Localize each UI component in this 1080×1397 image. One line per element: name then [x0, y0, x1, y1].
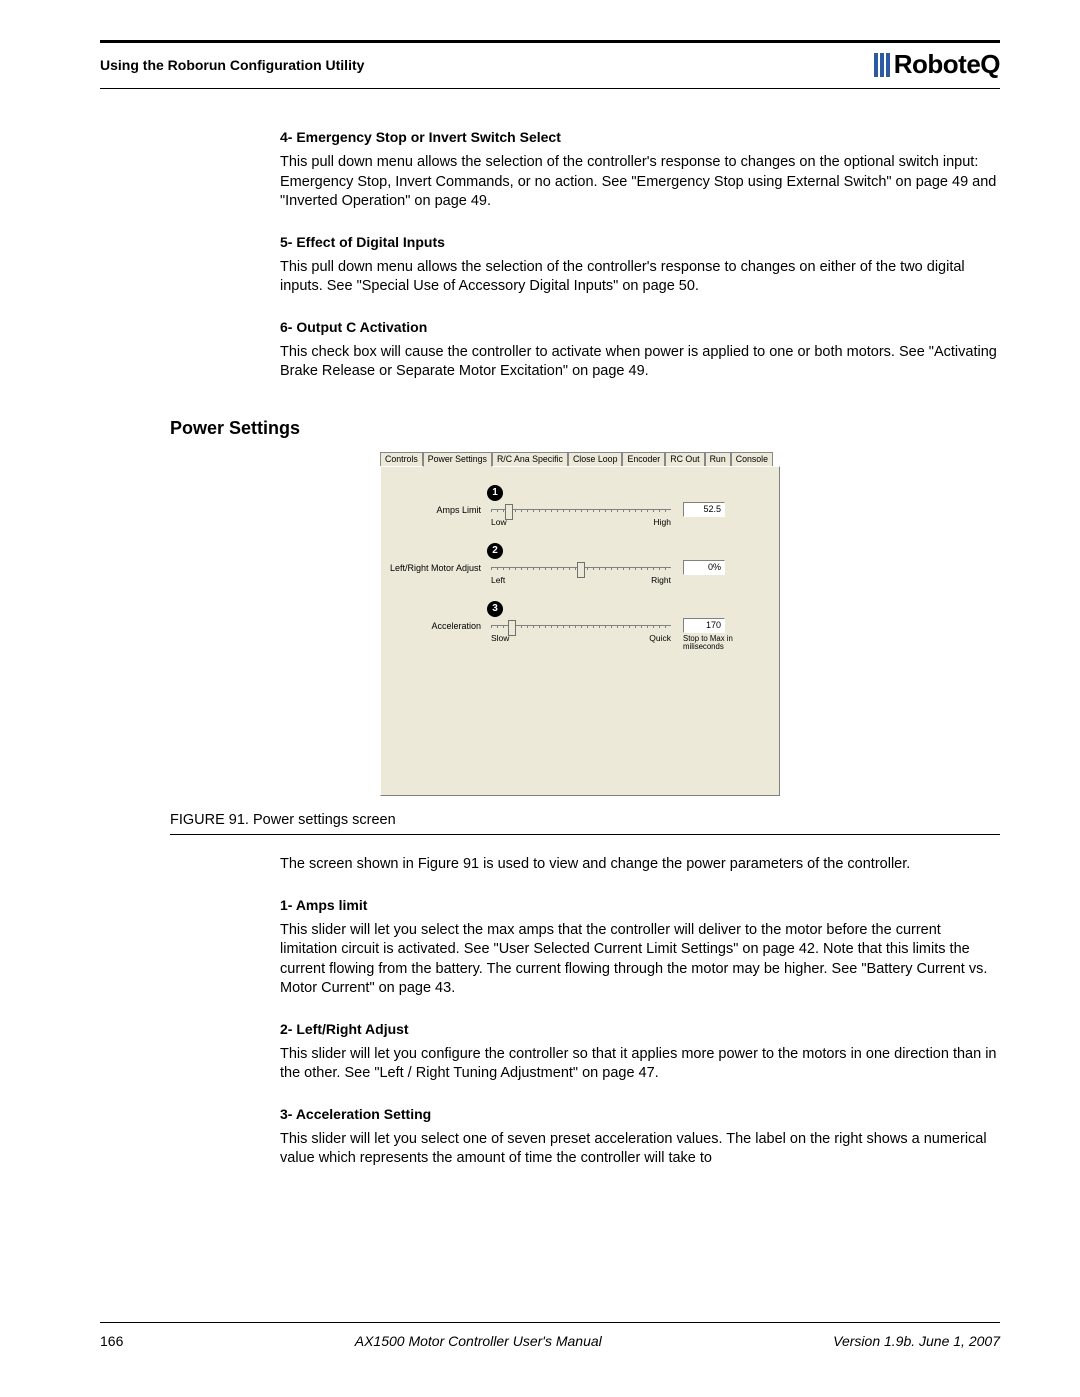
power-settings-heading: Power Settings [170, 418, 1000, 439]
ui-screenshot: ControlsPower SettingsR/C Ana SpecificCl… [380, 451, 1000, 796]
ui-tab[interactable]: Encoder [622, 452, 665, 467]
slider-track[interactable] [491, 567, 671, 570]
section4-title: 4- Emergency Stop or Invert Switch Selec… [280, 129, 1000, 145]
logo-bars-icon [874, 53, 890, 77]
section5-body: This pull down menu allows the selection… [280, 258, 1000, 297]
ui-tab[interactable]: Power Settings [423, 452, 492, 467]
ui-slider-row: 2Left/Right Motor AdjustLeftRight0% [381, 561, 779, 611]
content-column-2: The screen shown in Figure 91 is used to… [100, 855, 1000, 1169]
slider-track[interactable] [491, 625, 671, 628]
slider-low-label: Left [491, 575, 505, 585]
ui-tab[interactable]: RC Out [665, 452, 704, 467]
section6-body: This check box will cause the controller… [280, 343, 1000, 382]
slider-value-sub: Stop to Max in miliseconds [683, 635, 753, 651]
footer-right: Version 1.9b. June 1, 2007 [833, 1333, 1000, 1349]
slider-track[interactable] [491, 509, 671, 512]
logo-text: RoboteQ [894, 49, 1000, 80]
p1-body: This slider will let you select the max … [280, 921, 1000, 999]
figure-caption-wrap: FIGURE 91. Power settings screen [170, 812, 1000, 835]
p3-body: This slider will let you select one of s… [280, 1130, 1000, 1169]
slider-high-label: High [654, 517, 671, 527]
logo: RoboteQ [874, 49, 1000, 80]
page: Using the Roborun Configuration Utility … [0, 0, 1080, 1397]
p1-title: 1- Amps limit [280, 897, 1000, 913]
slider-value-box: 170 [683, 618, 725, 633]
p2-body: This slider will let you configure the c… [280, 1045, 1000, 1084]
slider-thumb[interactable] [577, 562, 585, 578]
ui-tab[interactable]: Console [731, 452, 773, 467]
footer: 166 AX1500 Motor Controller User's Manua… [100, 1322, 1000, 1349]
slider-value-box: 0% [683, 560, 725, 575]
footer-page: 166 [100, 1333, 123, 1349]
ui-tab[interactable]: Controls [380, 452, 423, 467]
slider-high-label: Quick [649, 633, 671, 643]
figure-underline [170, 834, 1000, 835]
top-rule [100, 40, 1000, 43]
slider-label: Amps Limit [381, 505, 481, 515]
callout-badge: 2 [487, 543, 503, 559]
section5-title: 5- Effect of Digital Inputs [280, 234, 1000, 250]
content-column: 4- Emergency Stop or Invert Switch Selec… [100, 129, 1000, 382]
callout-badge: 3 [487, 601, 503, 617]
slider-label: Acceleration [381, 621, 481, 631]
slider-label: Left/Right Motor Adjust [381, 563, 481, 573]
ui-slider-row: 3AccelerationSlowQuick170Stop to Max in … [381, 619, 779, 669]
ui-panel: 1 Amps Limit Low High 52.5 2 Left/Right Motor … [380, 466, 780, 796]
slider-high-label: Right [651, 575, 671, 585]
ui-slider-row: 1Amps LimitLowHigh52.5 [381, 503, 779, 553]
footer-center: AX1500 Motor Controller User's Manual [355, 1333, 602, 1349]
slider-low-label: Slow [491, 633, 509, 643]
header-underline [100, 88, 1000, 89]
p3-title: 3- Acceleration Setting [280, 1106, 1000, 1122]
ui-tab[interactable]: R/C Ana Specific [492, 452, 568, 467]
section6-title: 6- Output C Activation [280, 319, 1000, 335]
header-row: Using the Roborun Configuration Utility … [100, 49, 1000, 80]
slider-value-box: 52.5 [683, 502, 725, 517]
section4-body: This pull down menu allows the selection… [280, 153, 1000, 212]
figure-caption: FIGURE 91. Power settings screen [170, 812, 1000, 828]
header-title: Using the Roborun Configuration Utility [100, 57, 364, 73]
slider-low-label: Low [491, 517, 507, 527]
p2-title: 2- Left/Right Adjust [280, 1021, 1000, 1037]
figure-body: The screen shown in Figure 91 is used to… [280, 855, 1000, 875]
ui-tab[interactable]: Run [705, 452, 731, 467]
ui-tab-strip: ControlsPower SettingsR/C Ana SpecificCl… [380, 451, 1000, 466]
ui-tab[interactable]: Close Loop [568, 452, 623, 467]
callout-badge: 1 [487, 485, 503, 501]
footer-rule [100, 1322, 1000, 1323]
